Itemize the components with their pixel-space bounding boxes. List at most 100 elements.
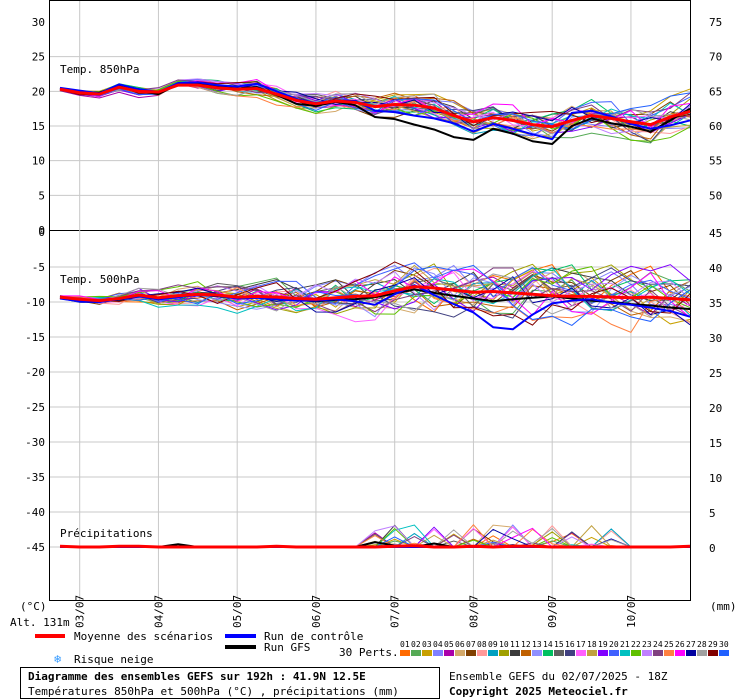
pert-number: 08 (477, 640, 487, 649)
panel-500-label: Temp. 500hPa (60, 273, 139, 286)
ytick-850-left: 30 (32, 16, 45, 29)
ytick-500-left: -5 (32, 261, 45, 274)
pert-swatch (642, 650, 652, 656)
pert-swatch (488, 650, 498, 656)
ytick-500-right: 5 (709, 507, 716, 520)
left-unit: (°C) (20, 600, 47, 613)
member-850 (59, 79, 691, 127)
pert-number: 10 (499, 640, 509, 649)
pert-swatch (400, 650, 410, 656)
pert-number: 07 (466, 640, 476, 649)
ytick-500-left: -25 (25, 401, 45, 414)
pert-number: 05 (444, 640, 454, 649)
pert-swatch (708, 650, 718, 656)
pert-number: 27 (686, 640, 696, 649)
panel-850-label: Temp. 850hPa (60, 63, 139, 76)
xtick-label: 05/07 (231, 595, 244, 628)
pert-number: 01 (400, 640, 410, 649)
ytick-850-right: 60 (709, 120, 722, 133)
pert-swatch (433, 650, 443, 656)
pert-number: 14 (543, 640, 553, 649)
pert-number: 09 (488, 640, 498, 649)
panel-precip-label: Précipitations (60, 527, 153, 540)
ytick-500-right: 30 (709, 332, 722, 345)
pert-number: 19 (598, 640, 608, 649)
pert-swatch (455, 650, 465, 656)
ytick-500-left: -10 (25, 296, 45, 309)
ytick-850-right: 70 (709, 51, 722, 64)
xtick-label: 06/07 (310, 595, 323, 628)
altitude-label: Alt. 131m (10, 616, 70, 629)
pert-swatch (554, 650, 564, 656)
pert-number: 06 (455, 640, 465, 649)
legend-mean-label: Moyenne des scénarios (74, 630, 213, 643)
pert-number: 04 (433, 640, 443, 649)
copyright: Copyright 2025 Meteociel.fr (449, 685, 628, 698)
right-unit: (mm) (710, 600, 737, 613)
ytick-500-left: -40 (25, 506, 45, 519)
pert-swatch (598, 650, 608, 656)
xtick-label: 04/07 (152, 595, 165, 628)
pert-number: 20 (609, 640, 619, 649)
ytick-500-right: 15 (709, 437, 722, 450)
ytick-500-right: 20 (709, 402, 722, 415)
pert-swatch (587, 650, 597, 656)
pert-number: 25 (664, 640, 674, 649)
pert-number: 17 (576, 640, 586, 649)
pert-number: 11 (510, 640, 520, 649)
x-axis-labels: 03/07 04/07 05/07 06/07 07/07 08/07 09/07 10/07 (74, 595, 638, 628)
pert-swatch (466, 650, 476, 656)
ytick-500-right: 35 (709, 297, 722, 310)
pert-number: 15 (554, 640, 564, 649)
ytick-850-left: 20 (32, 85, 45, 98)
pert-swatch (675, 650, 685, 656)
ytick-850-right: 75 (709, 16, 722, 29)
ytick-500-left-top: 0 (38, 226, 45, 239)
pert-number: 26 (675, 640, 685, 649)
pert-number: 03 (422, 640, 432, 649)
legend-control-label: Run de contrôle (264, 630, 363, 643)
axis-ticks: 302520151050757065605550-5-10-15-20-25-3… (25, 16, 722, 555)
pert-number: 30 (719, 640, 729, 649)
xtick-label: 10/07 (625, 595, 638, 628)
xtick-label: 03/07 (74, 595, 87, 628)
pert-swatch (543, 650, 553, 656)
pert-swatch (664, 650, 674, 656)
pert-swatch (653, 650, 663, 656)
member-500 (59, 266, 691, 315)
ytick-500-right: 45 (709, 227, 722, 240)
pert-number: 18 (587, 640, 597, 649)
pert-swatch (719, 650, 729, 656)
ytick-850-left: 15 (32, 120, 45, 133)
pert-swatch (697, 650, 707, 656)
pert-swatch (620, 650, 630, 656)
xtick-label: 07/07 (389, 595, 402, 628)
xtick-label: 08/07 (467, 595, 480, 628)
pert-swatch (631, 650, 641, 656)
title-box (20, 667, 440, 699)
ytick-500-left: -15 (25, 331, 45, 344)
pert-number: 13 (532, 640, 542, 649)
series-500-moyenne-des-sc-narios (59, 285, 691, 303)
pert-number: 23 (642, 640, 652, 649)
ytick-500-right: 25 (709, 367, 722, 380)
ytick-500-left: -20 (25, 366, 45, 379)
pert-number: 22 (631, 640, 641, 649)
legend-perts-label: 30 Perts. (339, 646, 399, 659)
ytick-500-left: -35 (25, 471, 45, 484)
pert-swatch (411, 650, 421, 656)
pert-swatch (499, 650, 509, 656)
ytick-850-left: 10 (32, 155, 45, 168)
pert-swatch (609, 650, 619, 656)
pert-number: 02 (411, 640, 421, 649)
panel-500-frame (49, 230, 691, 601)
ytick-500-right: 10 (709, 472, 722, 485)
ytick-850-right: 55 (709, 155, 722, 168)
series-850-moyenne-des-sc-narios (59, 83, 691, 129)
pert-swatch (422, 650, 432, 656)
legend-gfs-label: Run GFS (264, 641, 310, 654)
pert-number: 24 (653, 640, 663, 649)
ytick-850-left: 5 (38, 189, 45, 202)
pert-swatch (521, 650, 531, 656)
